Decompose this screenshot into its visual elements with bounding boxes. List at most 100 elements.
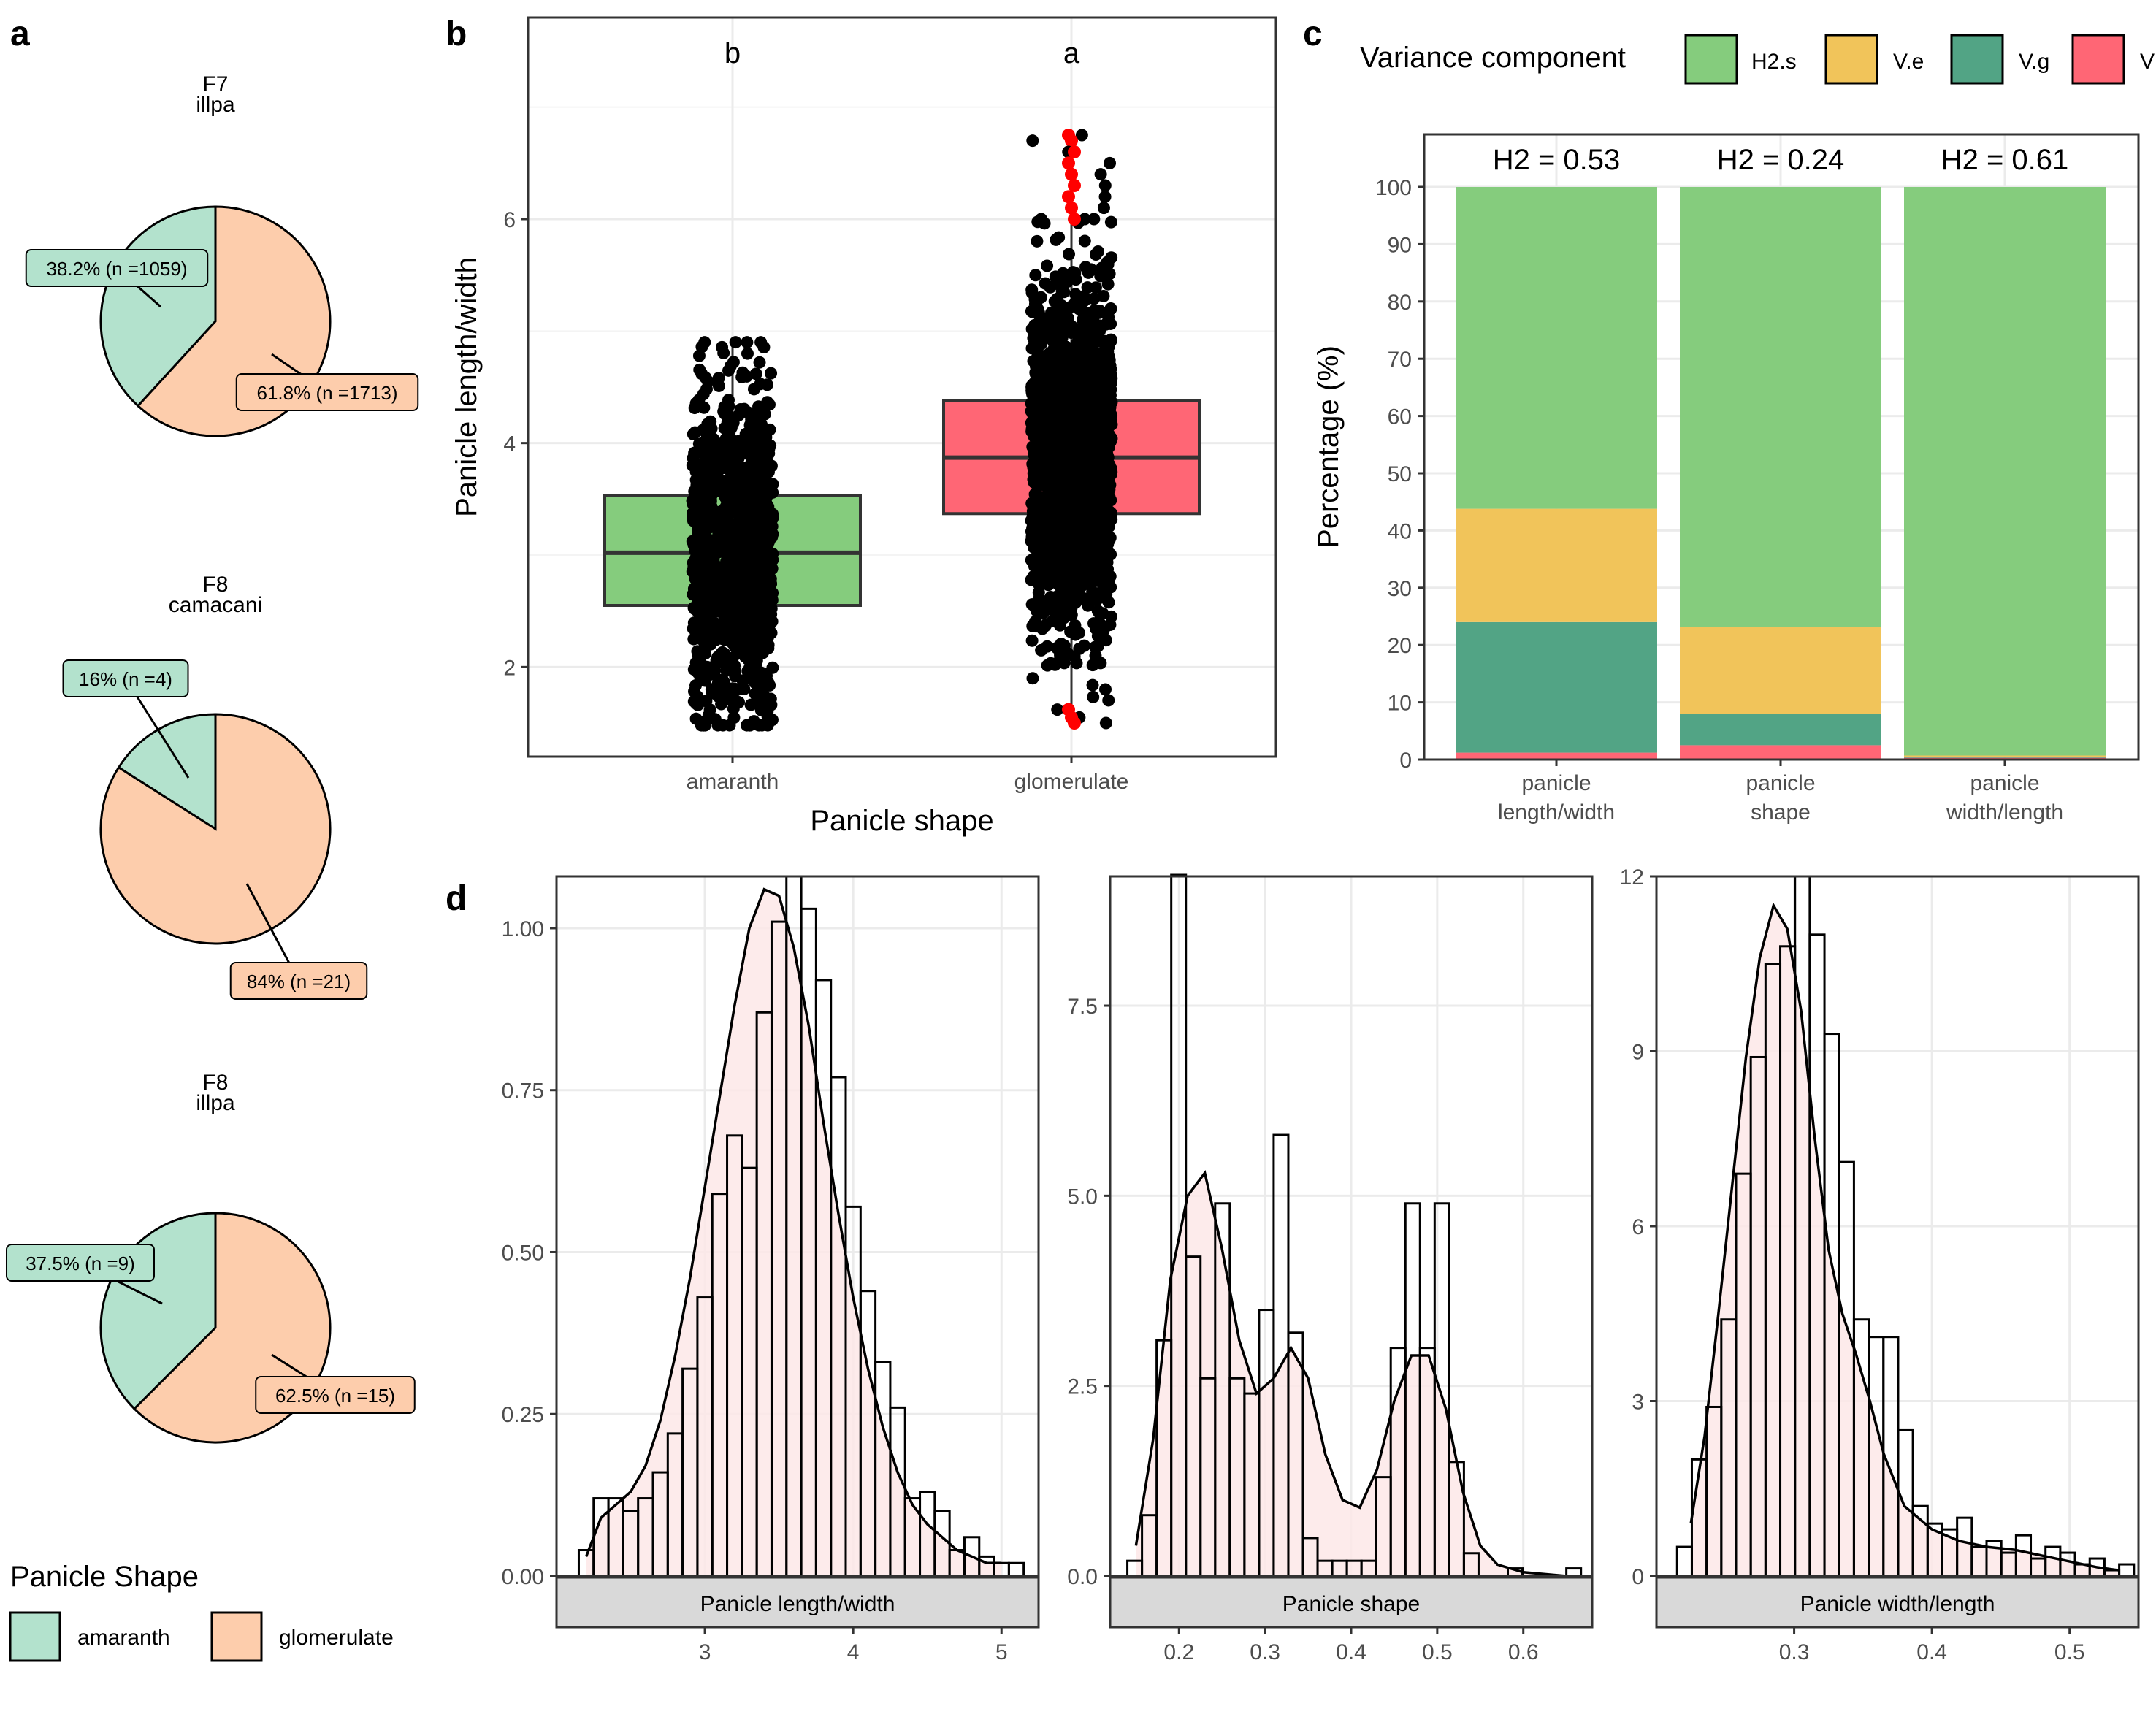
pie-subtitle: camacani — [169, 593, 262, 617]
y-tick-label: 6 — [503, 208, 516, 232]
pie-title: F8 — [202, 1071, 228, 1095]
x-tick-label: 0.5 — [2054, 1640, 2085, 1664]
data-point — [714, 545, 727, 558]
data-point — [1031, 416, 1044, 429]
data-point — [1096, 607, 1109, 620]
data-point — [1077, 397, 1090, 410]
outlier-point — [1065, 134, 1078, 148]
data-point — [1093, 463, 1106, 476]
data-point — [1103, 267, 1116, 280]
data-point — [692, 524, 706, 537]
data-point — [1046, 614, 1059, 627]
data-point — [765, 519, 779, 532]
data-point — [1030, 559, 1043, 572]
slice-label: 84% (n =21) — [247, 971, 351, 992]
slice-label: 16% (n =4) — [79, 668, 172, 690]
data-point — [719, 432, 733, 445]
x-tick-label: panicle — [1970, 771, 2039, 795]
data-point — [1025, 322, 1039, 335]
y-tick-label: 1.00 — [502, 917, 544, 941]
significance-letter: a — [1063, 37, 1080, 69]
data-point — [1029, 504, 1042, 517]
pie-subtitle: illpa — [196, 1091, 235, 1115]
data-point — [1090, 552, 1104, 565]
data-point — [751, 692, 764, 705]
data-point — [743, 483, 756, 496]
slice-label: 61.8% (n =1713) — [257, 382, 398, 404]
y-tick-label: 60 — [1388, 405, 1412, 429]
data-point — [1082, 576, 1096, 589]
data-point — [707, 553, 720, 566]
data-point — [734, 533, 747, 546]
data-point — [728, 682, 741, 695]
slice-label-box — [25, 249, 209, 287]
data-point — [1075, 129, 1088, 142]
panel-label: a — [10, 15, 30, 53]
data-point — [1071, 426, 1085, 439]
data-point — [1081, 484, 1094, 497]
plot-border — [1423, 133, 2140, 761]
bar-segment-H2-s — [1680, 187, 1881, 627]
data-point — [1099, 581, 1112, 594]
pie-title: F7 — [202, 72, 228, 96]
x-tick-label: 0.5 — [1422, 1640, 1453, 1664]
legend-key — [1950, 34, 2004, 85]
y-axis-title: Percentage (%) — [1312, 345, 1345, 548]
data-point — [1026, 672, 1039, 685]
data-point — [706, 607, 719, 620]
data-point — [1096, 399, 1109, 413]
x-tick-label: 0.6 — [1508, 1640, 1539, 1664]
data-point — [761, 623, 774, 636]
data-point — [697, 600, 710, 613]
x-tick-label: 3 — [699, 1640, 711, 1664]
data-point — [1092, 372, 1105, 386]
data-point — [698, 336, 711, 349]
data-point — [716, 632, 729, 646]
data-point — [1105, 513, 1118, 526]
data-point — [746, 473, 760, 486]
data-point — [1033, 364, 1047, 377]
data-point — [1078, 213, 1091, 226]
data-point — [1090, 594, 1103, 607]
data-point — [728, 640, 741, 654]
data-point — [1086, 678, 1099, 692]
data-point — [1078, 639, 1091, 652]
data-point — [1075, 548, 1088, 562]
data-point — [1097, 202, 1110, 215]
facet-strip — [555, 1576, 1040, 1629]
legend-key — [1684, 34, 1738, 85]
jitter-points — [686, 336, 779, 732]
data-point — [738, 600, 751, 613]
data-point — [1079, 448, 1092, 462]
data-point — [765, 608, 778, 621]
data-point — [697, 719, 711, 732]
data-point — [1050, 233, 1063, 246]
data-point — [1087, 357, 1100, 370]
data-point — [761, 396, 774, 409]
outlier-point — [1068, 145, 1081, 158]
legend-label: H2.s — [1751, 50, 1797, 74]
data-point — [1066, 438, 1079, 451]
bar-stack — [1456, 187, 1657, 760]
histogram-facet: 0.0 2.5 5.0 7.5 Panicle shape 0.2 0.3 0.4 0.5 0.6 — [1067, 873, 1594, 1664]
histogram-facet: 0 3 6 9 12 Panicle width/length 0.3 0.4 0.5 — [1620, 865, 2140, 1664]
data-point — [1102, 596, 1115, 609]
y-tick-label: 7.5 — [1067, 995, 1098, 1019]
data-point — [1098, 491, 1111, 504]
data-point — [753, 356, 766, 369]
data-point — [757, 492, 770, 505]
data-point — [1041, 328, 1055, 341]
data-point — [740, 370, 753, 383]
data-point — [705, 683, 718, 696]
data-point — [1025, 283, 1039, 297]
data-point — [1035, 213, 1048, 226]
y-tick-label: 6 — [1632, 1215, 1644, 1239]
y-tick-label: 100 — [1375, 176, 1412, 200]
x-tick-label: amaranth — [687, 770, 779, 794]
data-point — [1087, 213, 1101, 226]
data-point — [1049, 428, 1062, 441]
data-point — [711, 719, 725, 732]
legend-title: Panicle Shape — [10, 1561, 199, 1593]
